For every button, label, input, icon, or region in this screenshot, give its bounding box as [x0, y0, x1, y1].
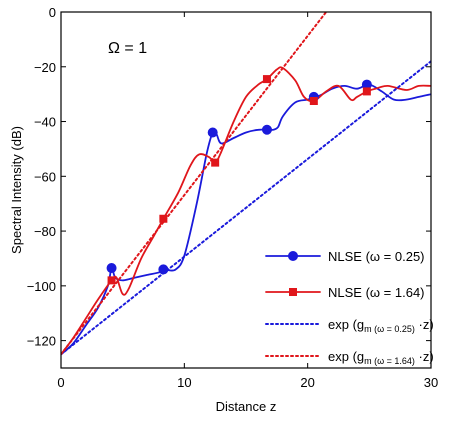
omega-annotation: Ω = 1	[108, 40, 147, 57]
legend-marker-1	[288, 251, 298, 261]
series-2-marker	[211, 158, 220, 167]
series-2-marker	[262, 75, 271, 84]
series-line-1	[61, 83, 431, 356]
plot-frame	[60, 11, 432, 369]
y-tick-label: −120	[27, 334, 56, 349]
series-2-marker	[309, 97, 318, 105]
legend-label-4: exp (gm (ω = 1.64) ·z)	[328, 349, 434, 366]
series-markers	[106, 75, 372, 285]
series-line-4	[61, 12, 328, 356]
x-tick-label: 30	[424, 375, 438, 390]
legend-label-3: exp (gm (ω = 0.25) ·z)	[328, 317, 434, 334]
axis-ticks: 0 10 20 30 0 −20 −40 −60 −80 −100 −120	[27, 5, 439, 390]
legend-label-2: NLSE (ω = 1.64)	[328, 285, 425, 300]
x-axis-label: Distance z	[216, 399, 277, 414]
x-tick-label: 10	[177, 375, 191, 390]
series-1-marker	[106, 263, 117, 274]
series-line-2	[61, 66, 431, 356]
series-1-marker	[158, 264, 169, 275]
y-tick-label: −20	[34, 60, 56, 75]
series-2-marker	[362, 87, 371, 96]
y-tick-label: −60	[34, 169, 56, 184]
legend-marker-2	[289, 288, 297, 296]
series-2-marker	[107, 276, 116, 285]
series-1-marker	[207, 127, 218, 138]
y-axis-label: Spectral Intensity (dB)	[9, 126, 24, 254]
y-tick-label: −80	[34, 224, 56, 239]
x-tick-label: 0	[57, 375, 64, 390]
y-tick-label: −100	[27, 279, 56, 294]
x-tick-label: 20	[300, 375, 314, 390]
series-2-marker	[159, 214, 168, 223]
y-tick-label: 0	[49, 5, 56, 20]
legend-label-1: NLSE (ω = 0.25)	[328, 249, 425, 264]
legend: NLSE (ω = 0.25) NLSE (ω = 1.64) exp (gm (ω…	[265, 249, 434, 366]
series-line-3	[61, 60, 431, 356]
series-lines	[61, 12, 431, 356]
series-1-marker	[261, 124, 272, 135]
y-tick-label: −40	[34, 115, 56, 130]
